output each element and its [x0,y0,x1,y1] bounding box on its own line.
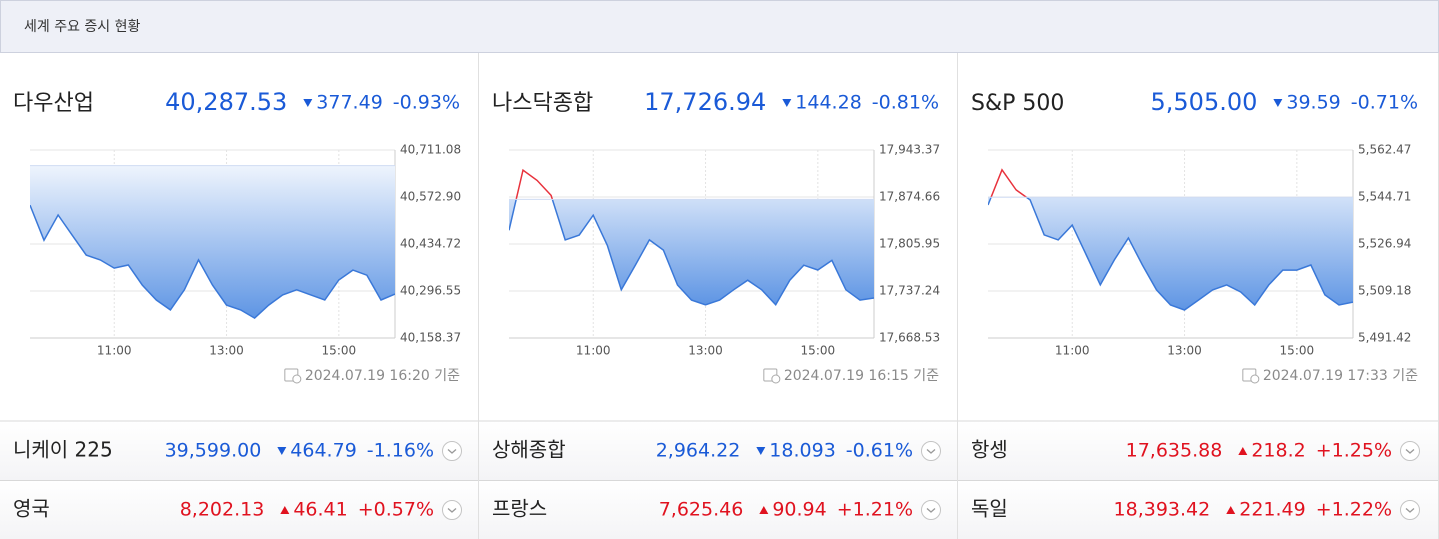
chevron [1405,449,1415,454]
x-tick-label: 15:00 [801,344,836,358]
change: 90.94 [772,499,826,521]
expand-button[interactable] [921,441,941,461]
area [30,165,395,319]
price: 7,625.46 [659,499,744,521]
price: 17,726.94 [644,88,766,116]
y-tick-label: 40,296.55 [400,283,461,297]
price: 5,505.00 [1151,88,1258,116]
index-name: 다우산업 [13,91,94,116]
change: 39.59 [1286,92,1340,114]
percent-change: +0.57% [358,499,434,521]
line [509,199,874,307]
expand-button[interactable] [442,500,462,520]
x-tick-label: 11:00 [576,344,611,358]
y-tick-label: 17,943.37 [879,143,940,157]
percent-change: -0.93% [393,92,460,114]
price: 17,635.88 [1126,440,1223,462]
index-name: S&P 500 [971,91,1064,116]
clock-icon [771,374,781,384]
x-tick-label: 11:00 [1055,344,1090,358]
y-tick-label: 5,544.71 [1358,189,1411,203]
index-name: 독일 [971,497,1008,521]
expand-button[interactable] [921,500,941,520]
percent-change: +1.25% [1316,440,1392,462]
x-tick-label: 15:00 [1280,344,1315,358]
timestamp: 2024.07.19 16:15 기준 [784,368,939,384]
x-tick-label: 15:00 [322,344,357,358]
percent-change: -1.16% [367,440,434,462]
header-bar [0,0,1439,53]
y-tick-label: 5,491.42 [1358,331,1411,345]
index-name: 상해종합 [492,438,566,462]
percent-change: +1.22% [1316,499,1392,521]
y-tick-label: 40,158.37 [400,331,461,345]
chevron [1405,508,1415,513]
row-bg [0,481,1439,539]
change: 464.79 [290,440,356,462]
price: 40,287.53 [165,88,287,116]
area [509,199,874,305]
chevron [447,508,457,513]
y-tick-label: 5,562.47 [1358,143,1411,157]
arrow-up [1238,447,1248,455]
arrow-down [1273,99,1283,107]
change: 221.49 [1239,499,1305,521]
expand-button[interactable] [1400,500,1420,520]
change: 377.49 [316,92,382,114]
index-name: 영국 [13,497,50,521]
line [988,197,1353,311]
x-tick-label: 13:00 [1167,344,1202,358]
index-name: 프랑스 [492,497,547,521]
percent-change: -0.71% [1351,92,1418,114]
y-tick-label: 17,737.24 [879,284,940,298]
area [988,197,1353,310]
y-tick-label: 40,711.08 [400,143,461,157]
arrow-down [782,99,792,107]
y-tick-label: 5,509.18 [1358,284,1411,298]
chevron [447,449,457,454]
change: 18.093 [769,440,835,462]
percent-change: +1.21% [837,499,913,521]
arrow-up [280,506,290,514]
change: 46.41 [293,499,347,521]
x-tick-label: 13:00 [688,344,723,358]
change: 144.28 [795,92,861,114]
index-name: 항셍 [971,438,1008,462]
index-name: 니케이 225 [13,438,113,462]
y-tick-label: 17,668.53 [879,331,940,345]
timestamp: 2024.07.19 17:33 기준 [1263,368,1418,384]
expand-button[interactable] [442,441,462,461]
price: 8,202.13 [180,499,265,521]
arrow-up [759,506,769,514]
line [30,204,395,320]
price: 2,964.22 [656,440,741,462]
clock-icon [1250,374,1260,384]
header-title: 세계 주요 증시 현황 [24,19,141,35]
clock-icon [292,374,302,384]
chevron [926,449,936,454]
x-tick-label: 11:00 [97,344,132,358]
expand-button[interactable] [1400,441,1420,461]
percent-change: -0.81% [872,92,939,114]
y-tick-label: 17,805.95 [879,237,940,251]
price: 39,599.00 [165,440,262,462]
y-tick-label: 40,434.72 [400,237,461,251]
change: 218.2 [1251,440,1305,462]
row-bg [0,421,1439,480]
y-tick-label: 17,874.66 [879,190,940,204]
y-tick-label: 5,526.94 [1358,237,1411,251]
arrow-up [1226,506,1236,514]
percent-change: -0.61% [846,440,913,462]
timestamp: 2024.07.19 16:20 기준 [305,368,460,384]
index-name: 나스닥종합 [492,91,593,116]
x-tick-label: 13:00 [209,344,244,358]
chevron [926,508,936,513]
y-tick-label: 40,572.90 [400,190,461,204]
arrow-down [277,447,287,455]
price: 18,393.42 [1114,499,1211,521]
arrow-down [756,447,766,455]
arrow-down [303,99,313,107]
